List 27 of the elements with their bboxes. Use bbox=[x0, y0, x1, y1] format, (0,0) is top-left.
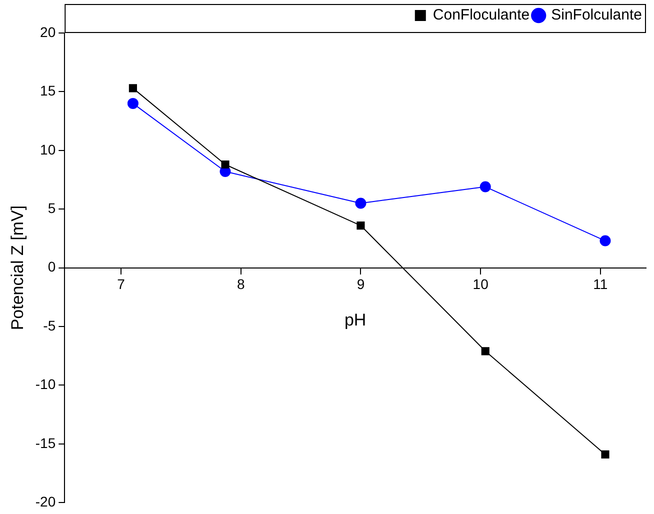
y-tick-label: -10 bbox=[35, 376, 56, 392]
point bbox=[127, 98, 138, 109]
point bbox=[600, 235, 611, 246]
y-tick-label: 20 bbox=[40, 24, 56, 40]
y-tick-label: -15 bbox=[35, 434, 56, 451]
point bbox=[355, 198, 366, 209]
x-tick-label: 7 bbox=[117, 276, 126, 292]
y-tick-label: 5 bbox=[48, 200, 56, 216]
y-tick-label: 10 bbox=[40, 141, 56, 158]
y-tick-label: -5 bbox=[43, 317, 56, 334]
y-tick-label: 0 bbox=[48, 258, 56, 275]
y-tick-label: -20 bbox=[35, 493, 56, 510]
point bbox=[128, 84, 137, 92]
legend-label: SinFolculante bbox=[551, 6, 642, 24]
x-axis-title: pH bbox=[344, 310, 366, 330]
x-tick-label: 8 bbox=[236, 276, 245, 292]
point bbox=[481, 347, 490, 356]
legend-label: ConFloculante bbox=[432, 6, 530, 24]
x-tick-label: 9 bbox=[356, 276, 365, 292]
y-tick-label: 15 bbox=[40, 82, 56, 99]
point bbox=[480, 181, 491, 192]
point bbox=[221, 160, 230, 169]
point bbox=[356, 222, 365, 230]
y-axis-title: Potencial Z [mV] bbox=[8, 205, 27, 330]
x-tick-label: 11 bbox=[593, 276, 608, 292]
x-tick-label: 10 bbox=[472, 276, 489, 292]
point bbox=[601, 450, 610, 458]
